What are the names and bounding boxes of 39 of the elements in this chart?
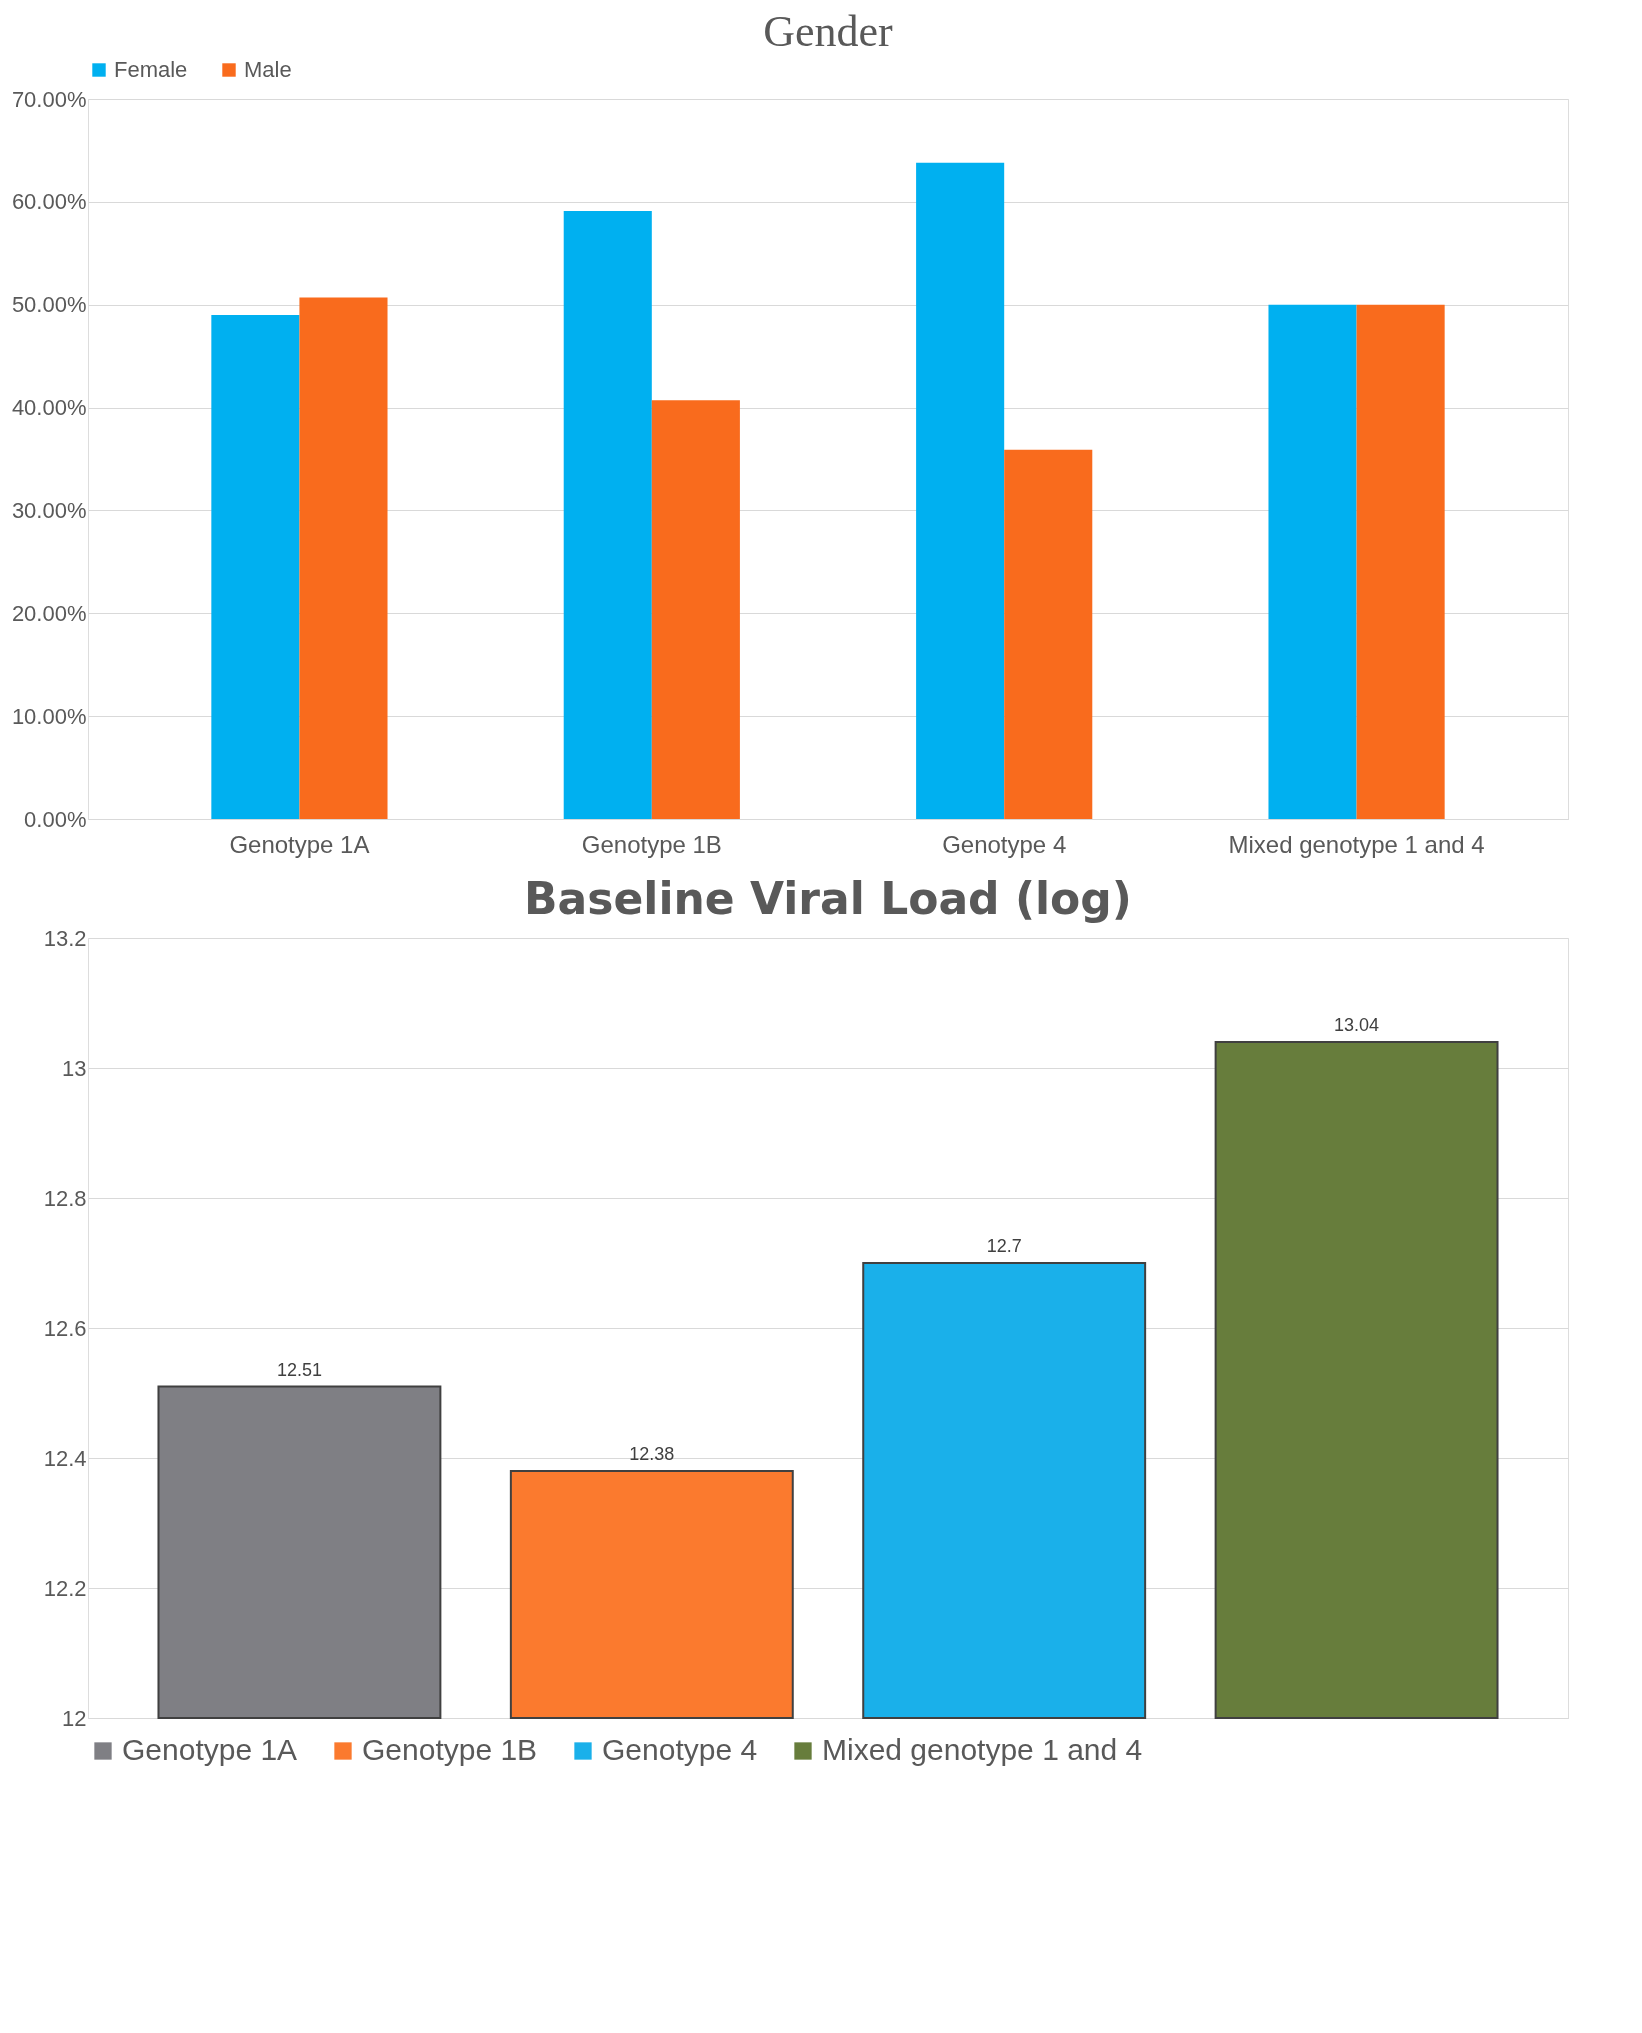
bar <box>1004 449 1093 819</box>
data-label: 12.38 <box>629 1444 675 1464</box>
legend-label: Genotype 1B <box>362 1733 538 1766</box>
bar <box>211 315 300 819</box>
bar <box>1268 304 1357 819</box>
bar <box>916 162 1005 819</box>
y-tick-label: 13.2 <box>43 925 87 951</box>
data-label: 12.7 <box>986 1236 1022 1256</box>
legend-label: Mixed genotype 1 and 4 <box>822 1733 1143 1766</box>
y-tick-label: 30.00% <box>11 497 87 523</box>
legend-label: Genotype 4 <box>602 1733 758 1766</box>
chart-title: Baseline Viral Load (log) <box>524 873 1132 924</box>
bar <box>1356 304 1445 819</box>
chart-title: Gender <box>763 7 894 56</box>
y-tick-label: 12.8 <box>43 1185 87 1211</box>
bar <box>563 211 652 819</box>
data-label: 13.04 <box>1334 1015 1380 1035</box>
legend-label: Female <box>114 57 188 82</box>
y-tick-label: 70.00% <box>11 86 87 112</box>
y-tick-label: 10.00% <box>11 703 87 729</box>
data-label: 12.51 <box>276 1359 322 1380</box>
y-tick-label: 12.2 <box>43 1575 87 1601</box>
y-tick-label: 20.00% <box>11 600 87 626</box>
x-tick-label: Genotype 1B <box>581 830 722 858</box>
x-tick-label: Genotype 1A <box>229 830 370 858</box>
y-tick-label: 60.00% <box>11 189 87 215</box>
y-tick-label: 12 <box>62 1705 87 1731</box>
x-tick-label: Mixed genotype 1 and 4 <box>1228 830 1485 858</box>
y-tick-label: 12.4 <box>43 1445 87 1471</box>
legend-label: Genotype 1A <box>122 1733 298 1766</box>
bar <box>299 297 388 819</box>
y-tick-label: 50.00% <box>11 292 87 318</box>
bar <box>651 400 740 819</box>
y-tick-label: 12.6 <box>43 1315 87 1341</box>
y-tick-label: 0.00% <box>24 806 87 832</box>
y-tick-label: 40.00% <box>11 395 87 421</box>
legend-label: Male <box>244 57 292 82</box>
x-tick-label: Genotype 4 <box>942 830 1067 858</box>
y-tick-label: 13 <box>62 1055 87 1081</box>
